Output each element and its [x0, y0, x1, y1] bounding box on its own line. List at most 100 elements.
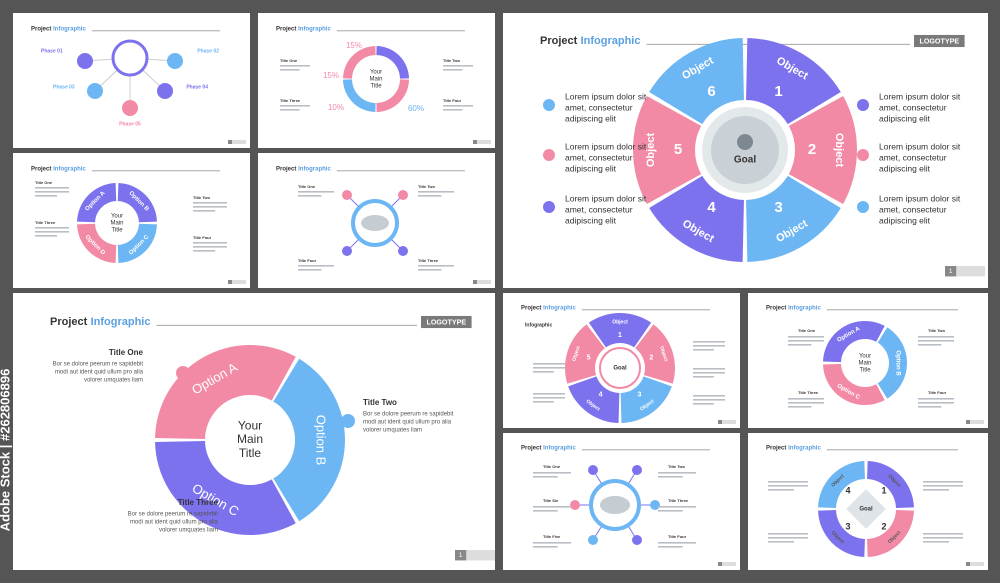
page-box — [228, 280, 232, 284]
item-text: modi aut ident quid ullum pro alia — [130, 520, 219, 526]
text-line — [658, 542, 696, 544]
text-line — [918, 340, 954, 342]
text-line — [658, 510, 683, 512]
item-title: Title Two — [418, 184, 436, 189]
slide-title: Project — [521, 446, 541, 452]
slide-title: Infographic — [788, 446, 821, 452]
text-line — [788, 336, 824, 338]
block-text: amet, consectetur — [565, 152, 633, 162]
item-title: Title Three — [178, 498, 219, 507]
text-line — [923, 489, 949, 491]
center-title: Title — [111, 227, 123, 233]
text-line — [923, 481, 963, 483]
percent-label: 15% — [346, 41, 362, 50]
block-text: amet, consectetur — [565, 204, 633, 214]
phase-label: Phase 04 — [186, 84, 208, 90]
block-text: adipiscing elit — [879, 113, 931, 123]
page-box — [718, 562, 722, 566]
text-line — [693, 376, 714, 378]
block-text: amet, consectetur — [879, 152, 947, 162]
text-line — [193, 210, 216, 212]
node — [87, 83, 103, 99]
text-line — [658, 546, 683, 548]
text-line — [693, 349, 714, 351]
slide-title: Project — [766, 306, 786, 312]
icon — [857, 201, 869, 213]
text-line — [298, 269, 322, 271]
center-title: Title — [859, 367, 871, 373]
ring-segment — [343, 79, 376, 112]
slide-title: Project — [276, 167, 296, 173]
icon — [341, 414, 355, 428]
page-box — [945, 266, 957, 277]
phase-label: Phase 02 — [197, 48, 219, 54]
node — [632, 535, 642, 545]
item-title: Title Three — [668, 498, 689, 503]
text-line — [788, 402, 824, 404]
text-line — [443, 109, 463, 111]
page-box — [718, 420, 722, 424]
item-title: Title One — [298, 184, 316, 189]
text-line — [788, 344, 812, 346]
slide — [258, 13, 495, 148]
text-line — [533, 506, 571, 508]
text-line — [193, 206, 227, 208]
item-text: volorer umquates liam — [363, 428, 422, 434]
segment-number: 2 — [808, 141, 816, 158]
item-title: Title Two — [443, 58, 461, 63]
block-text: Lorem ipsum dolor sit — [565, 193, 647, 203]
center-title: Main — [237, 432, 263, 446]
segment-number: 1 — [774, 83, 782, 100]
text-line — [658, 506, 696, 508]
text-line — [693, 403, 714, 405]
block-text: Lorem ipsum dolor sit — [565, 141, 647, 151]
ring-segment — [818, 461, 865, 508]
percent-label: 10% — [328, 103, 344, 112]
text-line — [280, 65, 310, 67]
node — [122, 100, 138, 116]
world-map — [600, 496, 630, 514]
text-line — [918, 402, 954, 404]
item-title: Title Four — [443, 98, 462, 103]
text-line — [533, 472, 571, 474]
text-line — [768, 537, 808, 539]
percent-label: 60% — [408, 104, 424, 113]
item-text: Bor se dolore peerum re sapidebit — [363, 412, 454, 418]
slide-title: Infographic — [788, 306, 821, 312]
block-text: adipiscing elit — [565, 163, 617, 173]
segment-number: 6 — [707, 83, 715, 100]
ring-segment — [823, 320, 885, 363]
slide-title: Infographic — [298, 167, 331, 173]
logo-box — [421, 315, 472, 329]
text-line — [533, 542, 571, 544]
page-box — [966, 562, 970, 566]
ring-segment — [155, 345, 296, 440]
text-line — [788, 406, 812, 408]
segment-label: Object — [612, 319, 628, 325]
slide-title: Infographic — [543, 306, 576, 312]
node — [167, 53, 183, 69]
text-line — [193, 250, 216, 252]
world-map — [361, 215, 389, 231]
ring-segment — [77, 223, 117, 263]
goal-square — [846, 489, 886, 529]
segment-label: Object — [571, 345, 582, 362]
ring-segment — [273, 358, 345, 522]
ring-segment — [788, 96, 858, 204]
ring-segment — [343, 46, 376, 79]
phase-label: Phase 03 — [53, 84, 75, 90]
block-text: Lorem ipsum dolor sit — [879, 91, 961, 101]
segment-label: Object — [645, 133, 657, 168]
text-line — [693, 345, 725, 347]
block-text: amet, consectetur — [879, 204, 947, 214]
ring-segment — [635, 324, 675, 384]
block-text: Lorem ipsum dolor sit — [879, 141, 961, 151]
segment-label: Object — [833, 133, 845, 168]
slide-title: Project — [276, 27, 296, 33]
text-line — [918, 406, 942, 408]
logotype: LOGOTYPE — [426, 318, 466, 326]
text-line — [768, 485, 808, 487]
item-title: Title One — [35, 180, 53, 185]
slide-title: Project — [766, 446, 786, 452]
